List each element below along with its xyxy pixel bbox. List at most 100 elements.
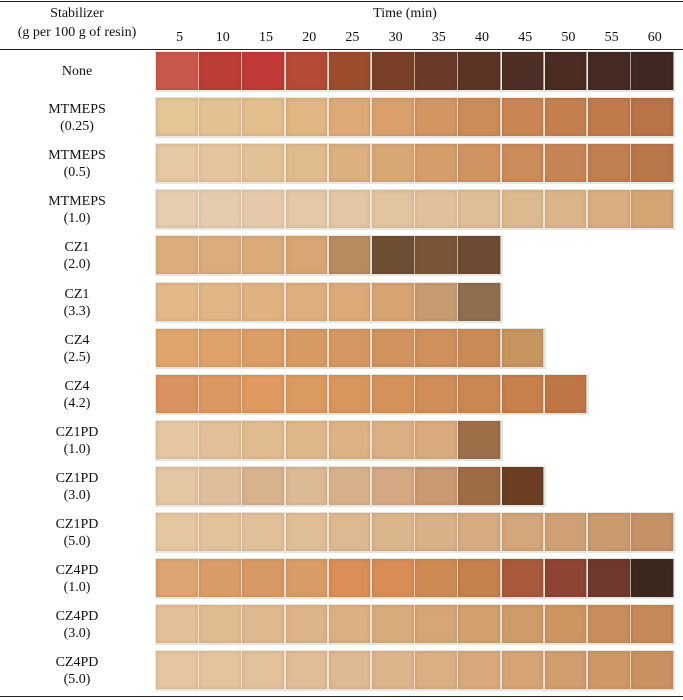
sample-swatch (501, 52, 545, 90)
sample-swatch (242, 559, 286, 598)
sample-swatch (328, 282, 372, 321)
sample-swatch (631, 190, 674, 229)
sample-swatch (458, 98, 502, 137)
sample-swatch (544, 374, 588, 413)
sample-strip (155, 143, 675, 185)
time-tick: 25 (345, 30, 360, 45)
sample-swatch (458, 374, 502, 413)
sample-swatch (631, 513, 674, 551)
sample-swatch (199, 420, 242, 459)
sample-swatch (242, 513, 286, 551)
sample-swatch (285, 420, 329, 459)
sample-swatch (372, 605, 415, 644)
sample-swatch (372, 282, 415, 321)
stabilizer-label: MTMEPS (0.5) (0, 147, 154, 181)
sample-swatch (242, 420, 286, 459)
stabilizer-label: CZ4 (4.2) (0, 378, 154, 412)
sample-strip (155, 327, 546, 369)
stabilizer-dose: (2.5) (63, 349, 91, 365)
sample-swatch (372, 420, 415, 459)
sample-swatch (372, 236, 415, 275)
sample-swatch (631, 52, 674, 90)
sample-swatch (285, 144, 329, 183)
sample-strip (155, 373, 589, 415)
sample-swatch (415, 605, 458, 644)
stabilizer-name: CZ4PD (55, 609, 99, 625)
sample-swatch (328, 605, 372, 644)
sample-swatch (328, 651, 372, 690)
sample-swatch (372, 466, 415, 505)
sample-strip (155, 650, 675, 692)
stabilizer-name: MTMEPS (48, 102, 106, 118)
stabilizer-label: MTMEPS (0.25) (0, 101, 154, 135)
sample-swatch (328, 466, 372, 505)
sample-swatch (242, 190, 286, 229)
sample-swatch (501, 374, 545, 413)
sample-swatch (372, 374, 415, 413)
sample-swatch (501, 559, 545, 598)
sample-swatch (501, 98, 545, 137)
sample-swatch (631, 559, 674, 598)
stabilizer-dose: (3.3) (63, 303, 91, 319)
sample-swatch (544, 559, 588, 598)
sample-swatch (285, 466, 329, 505)
sample-swatch (372, 513, 415, 551)
stabilizer-label: CZ1PD (5.0) (0, 516, 154, 550)
stabilizer-name: CZ1 (64, 240, 90, 256)
sample-swatch (156, 144, 199, 183)
sample-swatch (199, 236, 242, 275)
time-tick: 10 (215, 30, 230, 45)
sample-swatch (588, 651, 631, 690)
time-tick: 15 (259, 30, 273, 45)
stabilizer-name: CZ1 (64, 286, 90, 302)
sample-strip (155, 281, 503, 323)
sample-swatch (372, 98, 415, 137)
time-tick: 5 (176, 30, 184, 45)
stabilizer-name: CZ1PD (55, 517, 99, 532)
sample-swatch (458, 144, 502, 183)
sample-swatch (156, 466, 199, 505)
sample-swatch (285, 559, 329, 598)
sample-swatch (242, 328, 286, 367)
header-rule (0, 49, 683, 50)
sample-swatch (199, 282, 242, 321)
sample-swatch (328, 190, 372, 229)
sample-swatch (156, 651, 199, 690)
sample-swatch (199, 513, 242, 551)
sample-swatch (328, 236, 372, 275)
stabilizer-label: CZ1PD (1.0) (0, 424, 154, 458)
sample-strip (155, 97, 675, 139)
sample-swatch (156, 282, 199, 321)
sample-strip (155, 558, 675, 600)
sample-swatch (458, 420, 502, 459)
sample-swatch (199, 52, 242, 90)
sample-swatch (199, 98, 242, 137)
stabilizer-dose: (0.5) (63, 165, 91, 181)
time-tick: 30 (388, 30, 403, 45)
sample-swatch (458, 605, 502, 644)
sample-swatch (415, 513, 458, 551)
sample-strip (155, 235, 503, 277)
sample-swatch (415, 420, 458, 459)
sample-swatch (156, 374, 199, 413)
sample-swatch (285, 52, 329, 90)
sample-swatch (156, 190, 199, 229)
sample-strip (155, 512, 675, 553)
sample-swatch (588, 98, 631, 137)
sample-swatch (588, 513, 631, 551)
sample-swatch (242, 52, 286, 90)
sample-swatch (544, 144, 588, 183)
sample-swatch (372, 651, 415, 690)
sample-swatch (415, 236, 458, 275)
sample-swatch (458, 282, 502, 321)
sample-swatch (588, 52, 631, 90)
stabilizer-label: CZ4 (2.5) (0, 332, 154, 366)
sample-swatch (458, 513, 502, 551)
stabilizer-dose: (1.0) (63, 211, 91, 227)
stabilizer-name: CZ4 (64, 378, 90, 394)
sample-swatch (242, 466, 286, 505)
sample-swatch (242, 236, 286, 275)
sample-swatch (156, 328, 199, 367)
sample-swatch (199, 466, 242, 505)
sample-swatch (415, 328, 458, 367)
